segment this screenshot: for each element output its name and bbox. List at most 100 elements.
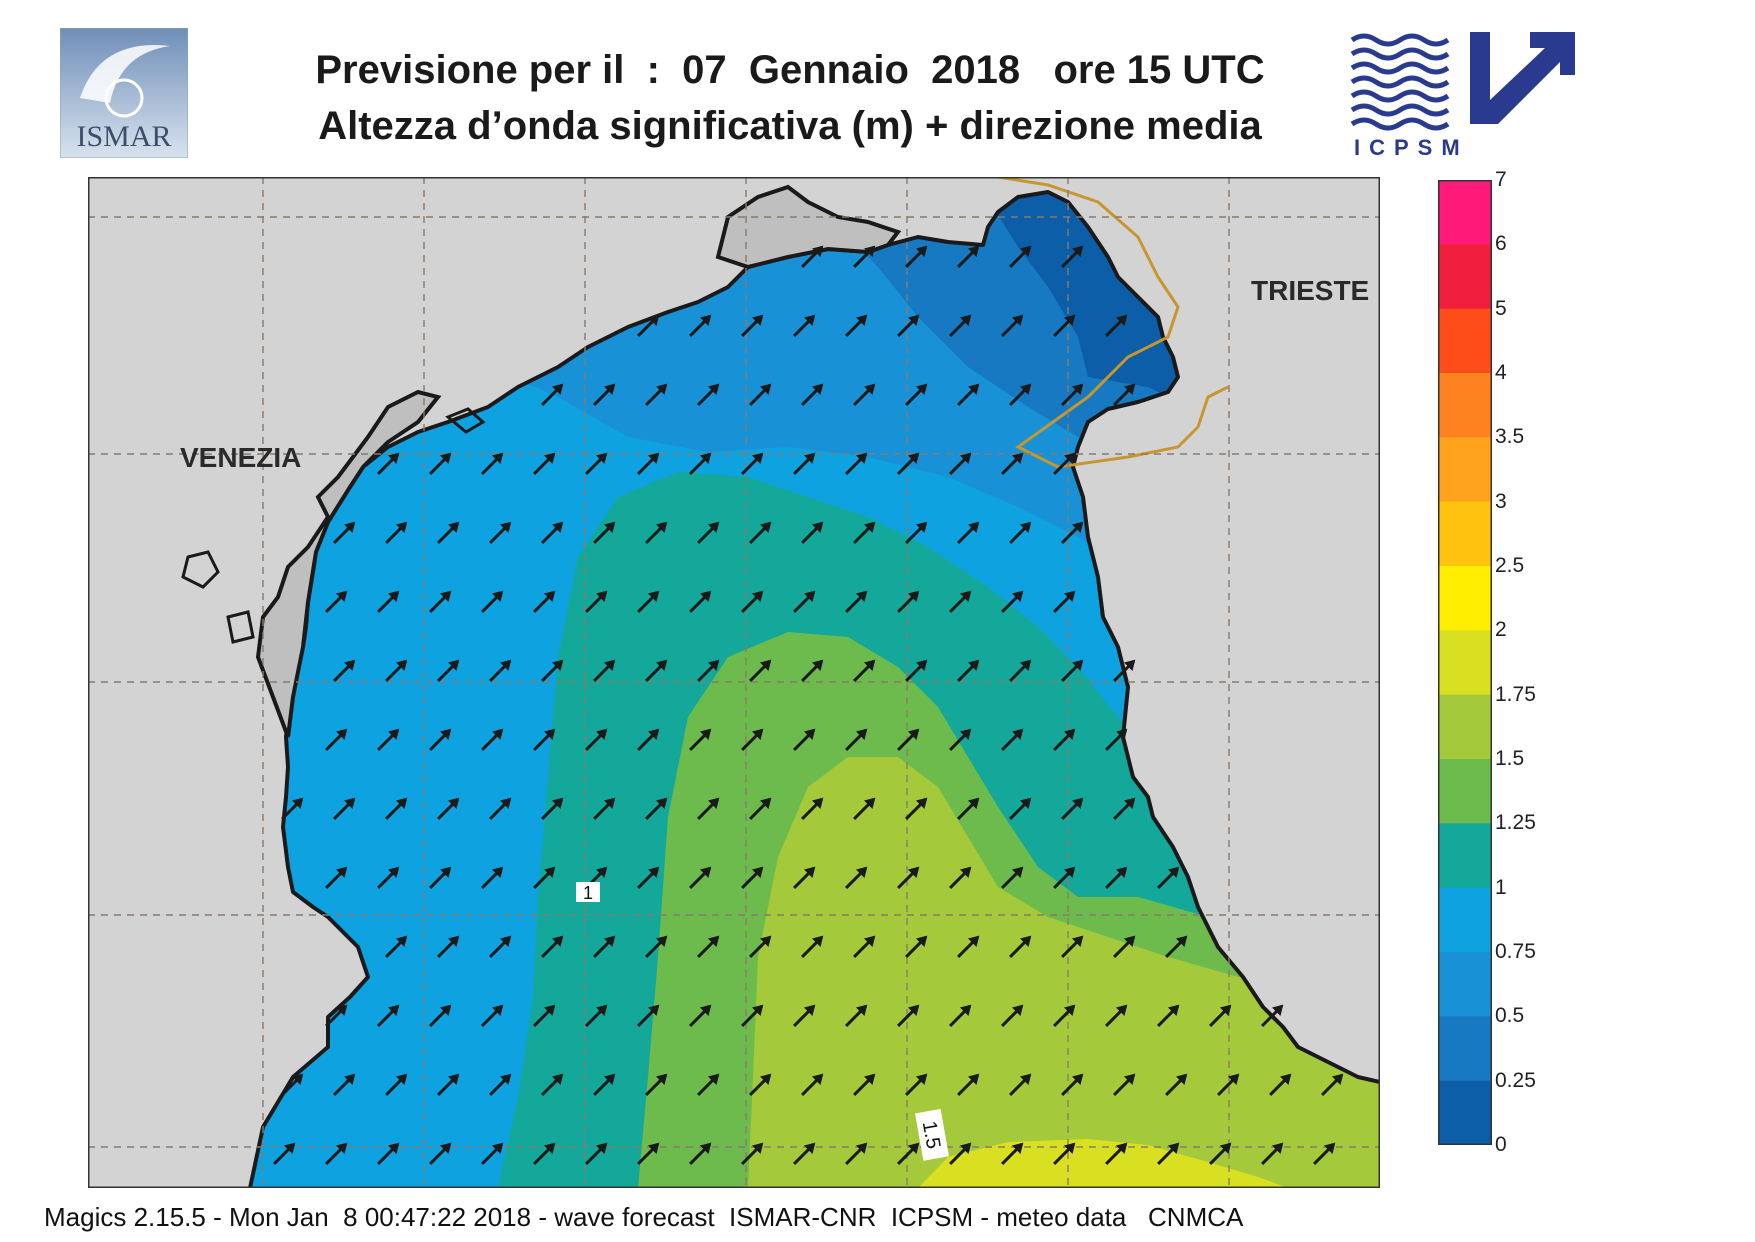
direction-arrow — [437, 1073, 460, 1096]
direction-arrow — [429, 590, 452, 613]
direction-arrow — [1009, 797, 1032, 820]
legend-label: 1.25 — [1495, 811, 1536, 835]
direction-arrow — [1157, 1004, 1180, 1027]
direction-arrow — [897, 728, 920, 751]
direction-arrow — [689, 314, 712, 337]
direction-arrow — [793, 314, 816, 337]
direction-arrow — [689, 866, 712, 889]
direction-arrow — [1053, 1004, 1076, 1027]
wave-height-map: 1 1.5 VENEZIA TRIESTE — [88, 177, 1380, 1188]
direction-arrow — [853, 659, 876, 682]
direction-arrow — [801, 1073, 824, 1096]
direction-arrow — [949, 314, 972, 337]
national-border — [997, 177, 1229, 469]
direction-arrow — [949, 590, 972, 613]
direction-arrow — [741, 452, 764, 475]
direction-arrow — [281, 797, 304, 820]
direction-arrow — [637, 1142, 660, 1165]
direction-arrow — [897, 1142, 920, 1165]
direction-arrow — [853, 935, 876, 958]
legend-band — [1438, 437, 1492, 503]
direction-arrow — [429, 728, 452, 751]
legend-band — [1438, 244, 1492, 310]
direction-arrow — [1157, 1142, 1180, 1165]
direction-arrow — [905, 659, 928, 682]
direction-arrow — [1001, 590, 1024, 613]
direction-arrow — [957, 659, 980, 682]
direction-arrow — [1061, 659, 1084, 682]
direction-arrow — [645, 935, 668, 958]
direction-arrow — [377, 452, 400, 475]
direction-arrow — [1009, 1073, 1032, 1096]
direction-arrow — [637, 866, 660, 889]
direction-arrow — [1053, 590, 1076, 613]
direction-arrow — [1113, 797, 1136, 820]
direction-arrow — [957, 383, 980, 406]
direction-arrow — [333, 797, 356, 820]
direction-arrow — [741, 1142, 764, 1165]
direction-arrow — [749, 935, 772, 958]
direction-arrow — [853, 1073, 876, 1096]
direction-arrow — [749, 521, 772, 544]
city-label-trieste: TRIESTE — [1251, 275, 1369, 306]
direction-arrow — [1209, 1142, 1232, 1165]
direction-arrow — [533, 728, 556, 751]
legend-band — [1438, 630, 1492, 696]
legend-label: 0 — [1495, 1133, 1507, 1156]
direction-arrow — [1105, 728, 1128, 751]
direction-arrow — [1053, 728, 1076, 751]
legend-band — [1438, 1016, 1492, 1082]
direction-arrow — [489, 659, 512, 682]
direction-arrow — [325, 1142, 348, 1165]
direction-arrow — [1009, 245, 1032, 268]
direction-arrow — [853, 521, 876, 544]
direction-arrow — [793, 590, 816, 613]
direction-arrow — [1105, 314, 1128, 337]
direction-arrow — [749, 659, 772, 682]
direction-arrow — [697, 935, 720, 958]
direction-arrow — [801, 797, 824, 820]
legend-band — [1438, 1080, 1492, 1145]
direction-arrow — [645, 1073, 668, 1096]
direction-arrow — [1113, 935, 1136, 958]
direction-arrow — [949, 452, 972, 475]
direction-arrow — [481, 452, 504, 475]
direction-arrow — [385, 1073, 408, 1096]
direction-arrow — [377, 590, 400, 613]
direction-arrow — [905, 935, 928, 958]
direction-arrow — [897, 866, 920, 889]
direction-arrow — [1105, 1004, 1128, 1027]
direction-arrow — [593, 521, 616, 544]
direction-arrow — [949, 866, 972, 889]
direction-arrow — [1113, 383, 1136, 406]
direction-arrow — [429, 866, 452, 889]
direction-arrow — [489, 797, 512, 820]
direction-arrow — [1061, 383, 1084, 406]
legend-label: 4 — [1495, 361, 1507, 384]
icpsm-logo-icon: ICPSM — [1350, 32, 1575, 160]
footer-credits: Magics 2.15.5 - Mon Jan 8 00:47:22 2018 … — [44, 1202, 1244, 1232]
direction-arrow — [741, 1004, 764, 1027]
direction-arrow — [793, 1004, 816, 1027]
direction-arrow — [1061, 797, 1084, 820]
direction-arrow — [645, 797, 668, 820]
direction-arrow — [905, 245, 928, 268]
direction-arrow — [1105, 1142, 1128, 1165]
direction-arrow — [1269, 1073, 1292, 1096]
direction-arrow — [1001, 728, 1024, 751]
direction-arrow — [429, 452, 452, 475]
direction-arrow — [637, 590, 660, 613]
direction-arrow — [1061, 935, 1084, 958]
direction-arrow — [1165, 935, 1188, 958]
contour-label-1-text: 1 — [583, 883, 593, 903]
direction-arrow — [1009, 521, 1032, 544]
direction-arrow — [325, 728, 348, 751]
legend-band — [1438, 501, 1492, 567]
direction-arrow — [1105, 866, 1128, 889]
direction-arrow — [385, 659, 408, 682]
direction-arrow — [741, 866, 764, 889]
direction-arrow — [741, 590, 764, 613]
direction-arrow — [281, 1073, 304, 1096]
direction-arrow — [801, 659, 824, 682]
direction-arrow — [1001, 1142, 1024, 1165]
